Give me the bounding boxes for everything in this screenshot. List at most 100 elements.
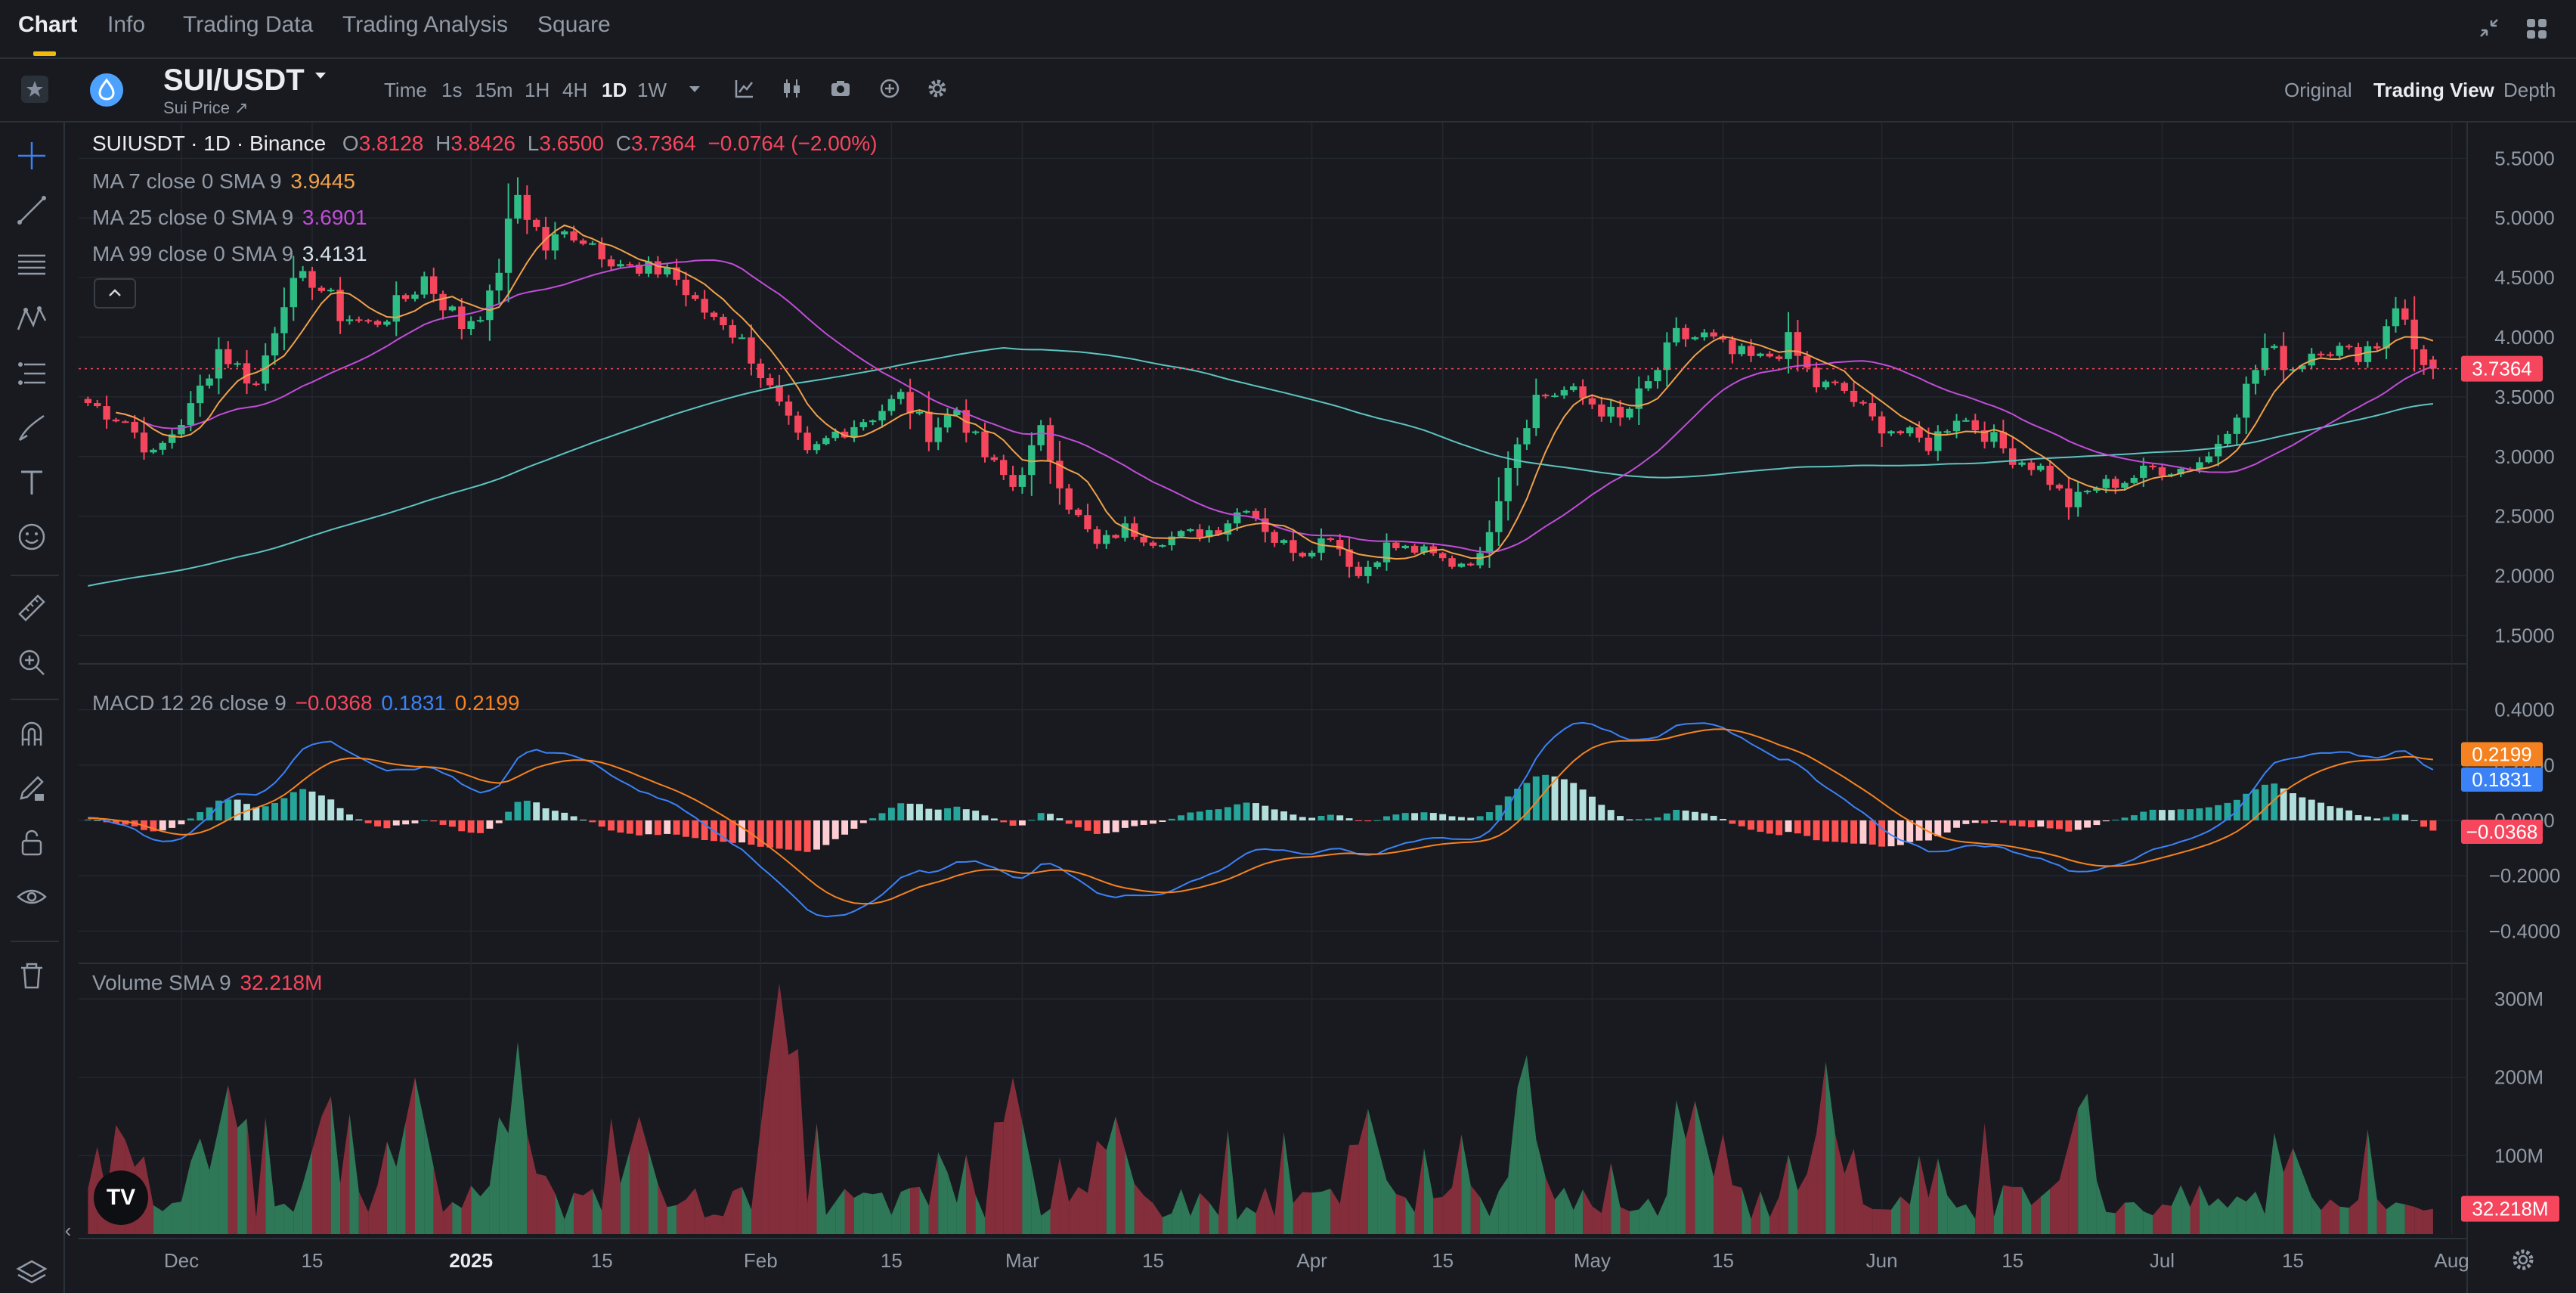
settings-icon[interactable]	[926, 77, 949, 100]
collapse-icon[interactable]	[2478, 17, 2500, 39]
brush-tool[interactable]	[14, 410, 50, 446]
macd-histogram-bar	[252, 807, 260, 820]
macd-histogram-bar	[1224, 807, 1231, 820]
candle-body	[2336, 346, 2344, 356]
candle-body	[570, 231, 577, 241]
axis-settings-icon[interactable]	[2513, 1249, 2534, 1270]
indicators-icon[interactable]	[733, 77, 756, 100]
emoji-tool[interactable]	[14, 519, 50, 555]
ma7-legend: MA 7 close 0 SMA 9 3.9445	[92, 169, 355, 194]
lock-edit-tool[interactable]	[14, 770, 50, 806]
volume-area-segment	[1321, 1189, 1331, 1234]
tab-info[interactable]: Info	[107, 12, 146, 37]
x-tick-label: Jun	[1866, 1249, 1898, 1272]
favorite-star-icon[interactable]	[21, 76, 48, 103]
volume-area-segment	[1648, 1198, 1658, 1234]
candle-body	[2345, 346, 2353, 348]
candle-body	[1485, 532, 1494, 553]
macd-histogram-bar	[1495, 805, 1503, 820]
visibility-tool[interactable]	[14, 879, 50, 915]
pattern-tool[interactable]	[14, 301, 50, 337]
symbol-pair[interactable]: SUI/USDT	[163, 64, 305, 97]
lock-tool[interactable]	[14, 824, 50, 860]
fib-tool[interactable]	[14, 355, 50, 392]
candle-body	[1532, 395, 1540, 429]
volume-area-segment	[2162, 1204, 2172, 1234]
tab-square[interactable]: Square	[537, 12, 611, 37]
crosshair-tool[interactable]	[14, 138, 50, 174]
macd-histogram-bar	[430, 820, 438, 822]
zoom-in-tool[interactable]	[14, 644, 50, 681]
candle-body	[317, 287, 326, 291]
timeframe-4h[interactable]: 4H	[562, 79, 588, 101]
tab-trading-data[interactable]: Trading Data	[183, 12, 314, 37]
volume-area-segment	[704, 1214, 714, 1234]
layers-tool[interactable]	[14, 1254, 50, 1290]
macd-histogram-bar	[887, 808, 895, 820]
timeframe-time[interactable]: Time	[384, 79, 427, 101]
add-icon[interactable]	[878, 77, 901, 100]
macd-hist-value: −0.0368	[295, 691, 373, 715]
macd-histogram-bar	[701, 820, 708, 840]
camera-icon[interactable]	[829, 77, 852, 100]
volume-area-segment	[1377, 1144, 1387, 1234]
candle-body	[2074, 491, 2082, 507]
macd-histogram-bar	[1729, 820, 1736, 824]
view-original[interactable]: Original	[2284, 79, 2352, 101]
layout-grid-icon[interactable]	[2525, 17, 2549, 41]
volume-area-segment	[2246, 1191, 2256, 1234]
symbol-subtitle-link[interactable]: Sui Price ↗	[163, 98, 249, 117]
volume-area-segment	[1704, 1139, 1714, 1234]
macd-histogram-bar	[1934, 820, 1942, 836]
magnet-tool[interactable]	[14, 715, 50, 752]
volume-area-segment	[844, 1189, 854, 1234]
timeframe-1h[interactable]: 1H	[525, 79, 550, 101]
macd-histogram-bar	[1924, 820, 1932, 841]
volume-area-segment	[1797, 1174, 1807, 1234]
volume-area-segment	[2153, 1204, 2163, 1234]
ruler-tool[interactable]	[14, 590, 50, 626]
text-tool[interactable]	[14, 464, 50, 501]
candle-body	[1234, 512, 1241, 524]
open-label: O	[342, 132, 359, 155]
view-depth[interactable]: Depth	[2503, 79, 2556, 101]
timeframe-15m[interactable]: 15m	[475, 79, 513, 101]
macd-histogram-bar	[1411, 813, 1419, 820]
tab-trading-analysis[interactable]: Trading Analysis	[342, 12, 508, 37]
timeframe-more-chevron-icon[interactable]	[688, 85, 701, 94]
candle-body	[448, 306, 457, 311]
macd-signal-value: 0.2199	[454, 691, 520, 715]
macd-histogram-bar	[2056, 820, 2063, 829]
candle-body	[915, 411, 924, 414]
timeframe-1d[interactable]: 1D	[602, 79, 627, 101]
candle-body	[2158, 467, 2166, 476]
macd-histogram-bar	[523, 800, 531, 820]
candle-body	[1654, 370, 1661, 382]
macd-histogram-bar	[2084, 820, 2091, 828]
chevron-down-icon[interactable]	[314, 71, 327, 82]
volume-area-segment	[2050, 1180, 2060, 1234]
candle-body	[196, 385, 204, 404]
volume-area-segment	[2414, 1207, 2424, 1234]
volume-area-segment	[396, 1121, 406, 1234]
tab-chart[interactable]: Chart	[18, 12, 78, 37]
macd-histogram-bar	[477, 820, 484, 833]
trend-line-tool[interactable]	[14, 192, 50, 228]
candle-body	[1729, 340, 1736, 355]
view-trading-view[interactable]: Trading View	[2373, 79, 2494, 101]
volume-area-segment	[863, 1192, 873, 1234]
timeframe-1w[interactable]: 1W	[637, 79, 667, 101]
volume-area-segment	[2012, 1186, 2022, 1234]
candle-body	[1962, 420, 1970, 422]
delete-tool[interactable]	[14, 957, 50, 994]
candle-body	[1785, 332, 1792, 359]
horizontal-lines-tool[interactable]	[14, 247, 50, 283]
macd-histogram-bar	[654, 820, 661, 836]
candle-type-icon[interactable]	[781, 77, 803, 100]
timeframe-1s[interactable]: 1s	[441, 79, 463, 101]
macd-histogram-bar	[1476, 816, 1484, 820]
macd-histogram-bar	[1804, 820, 1811, 836]
legend-collapse-button[interactable]	[94, 278, 136, 309]
candle-body	[1392, 542, 1400, 548]
